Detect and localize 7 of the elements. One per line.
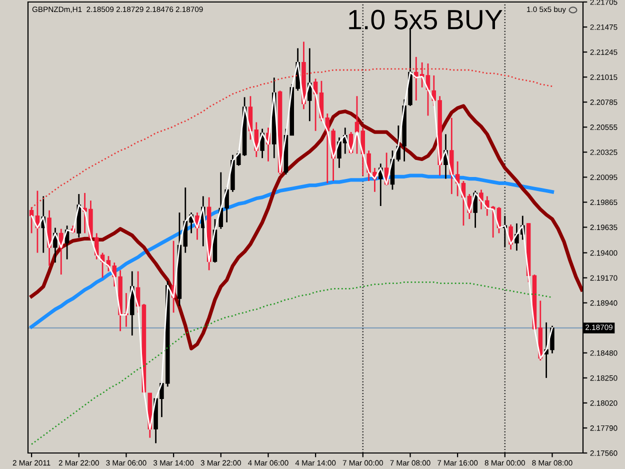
line-series <box>30 104 583 350</box>
candlestick <box>473 190 478 228</box>
annotation: 1.0 5x5 BUY <box>349 10 502 30</box>
candlestick <box>354 95 360 154</box>
line-series <box>30 62 553 430</box>
line-series <box>30 281 553 445</box>
line-series <box>30 68 553 209</box>
